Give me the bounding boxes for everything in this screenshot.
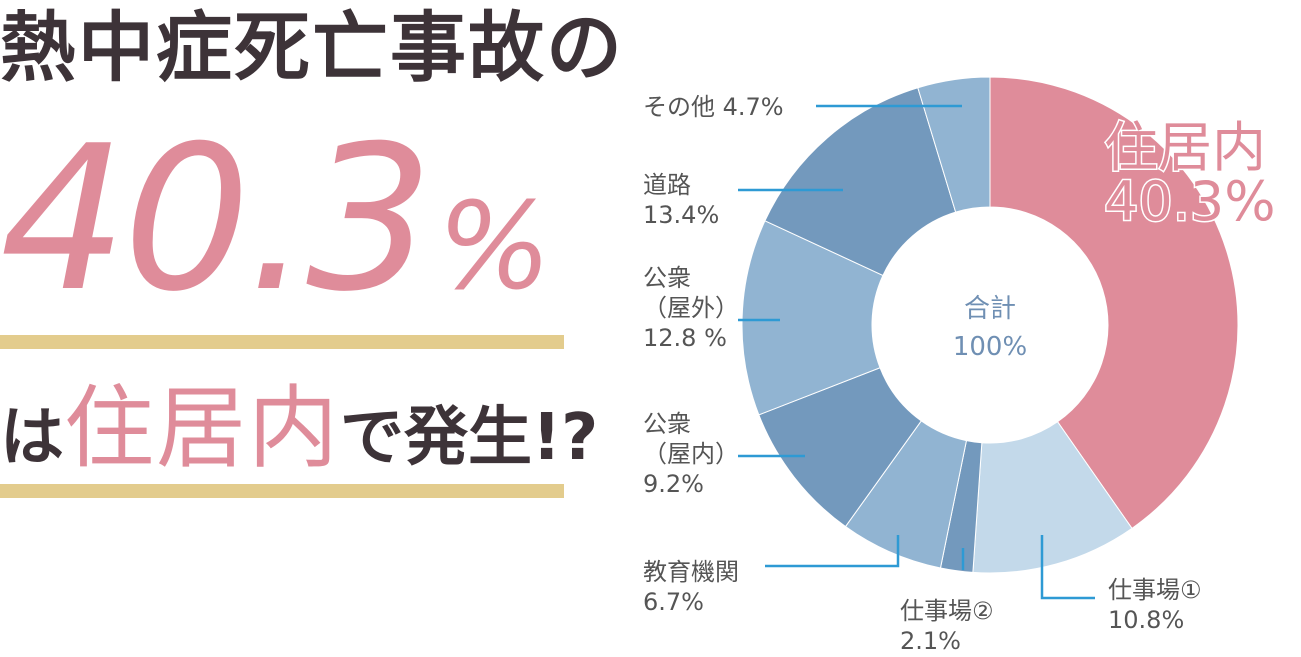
donut-slice-6	[764, 87, 957, 277]
slice-label-line-7-0: その他 4.7%	[643, 93, 784, 121]
donut-slice-7	[917, 76, 991, 213]
slice-label-line-3-0: 教育機関	[643, 558, 739, 586]
slice-label-6: 道路 13.4%	[643, 171, 719, 229]
subtitle-pre: は	[0, 401, 64, 475]
slice-label-line-3-1: 6.7%	[643, 588, 704, 616]
center-label-0: 合計	[964, 294, 1016, 324]
headline-percentage: 40.3%	[0, 120, 551, 320]
leader-line-3	[765, 535, 900, 568]
slice-label-line-4-0: 公衆	[643, 410, 691, 438]
subtitle-post: で発生!?	[340, 401, 599, 475]
slice-label-line-0-1: 40.3%	[1104, 170, 1276, 233]
slice-label-7: その他 4.7%	[643, 93, 784, 121]
slice-label-0: 住居内 40.3%	[1104, 116, 1276, 233]
slice-label-line-5-2: 12.8 %	[643, 324, 727, 352]
donut-slice-0	[989, 76, 1239, 530]
headline-title: 熱中症死亡事故の	[0, 3, 624, 92]
headline-percentage-unit: %	[437, 178, 552, 317]
slice-labels: 住居内 40.3%仕事場① 10.8%仕事場② 2.1%教育機関 6.7%公衆（屋内） 9…	[643, 93, 1277, 655]
slice-label-2: 仕事場② 2.1%	[900, 597, 994, 655]
donut-slices	[741, 76, 1239, 574]
gold-underline-bottom	[0, 484, 564, 498]
headline-percentage-value: 40.3	[0, 103, 433, 336]
leader-lines	[738, 104, 1095, 600]
donut-slice-5	[741, 220, 884, 416]
slice-label-line-6-0: 道路	[643, 171, 691, 199]
leader-line-1	[1040, 535, 1095, 600]
center-label-1: 100%	[953, 332, 1027, 362]
slice-label-line-4-2: 9.2%	[643, 470, 704, 498]
slice-label-line-1-0: 仕事場①	[1108, 576, 1202, 604]
slice-label-line-2-0: 仕事場②	[900, 597, 994, 625]
slice-label-4: 公衆（屋内） 9.2%	[643, 410, 739, 498]
donut-center: 合計 100%	[953, 294, 1027, 362]
gold-underline-top	[0, 335, 564, 349]
slice-label-line-2-1: 2.1%	[900, 627, 961, 655]
slice-label-5: 公衆（屋外） 12.8 %	[643, 264, 739, 352]
slice-label-line-5-0: 公衆	[643, 264, 691, 292]
subtitle-highlight: 住居内	[64, 376, 340, 481]
slice-label-line-1-1: 10.8%	[1108, 606, 1184, 634]
headline-subtitle: は住居内で発生!?	[0, 384, 598, 474]
slice-label-line-5-1: （屋外）	[643, 294, 739, 322]
slice-label-line-0-0: 住居内	[1104, 116, 1266, 179]
slice-label-1: 仕事場① 10.8%	[1108, 576, 1202, 634]
slice-label-3: 教育機関 6.7%	[643, 558, 739, 616]
slice-label-line-6-1: 13.4%	[643, 201, 719, 229]
slice-label-line-4-1: （屋内）	[643, 440, 739, 468]
